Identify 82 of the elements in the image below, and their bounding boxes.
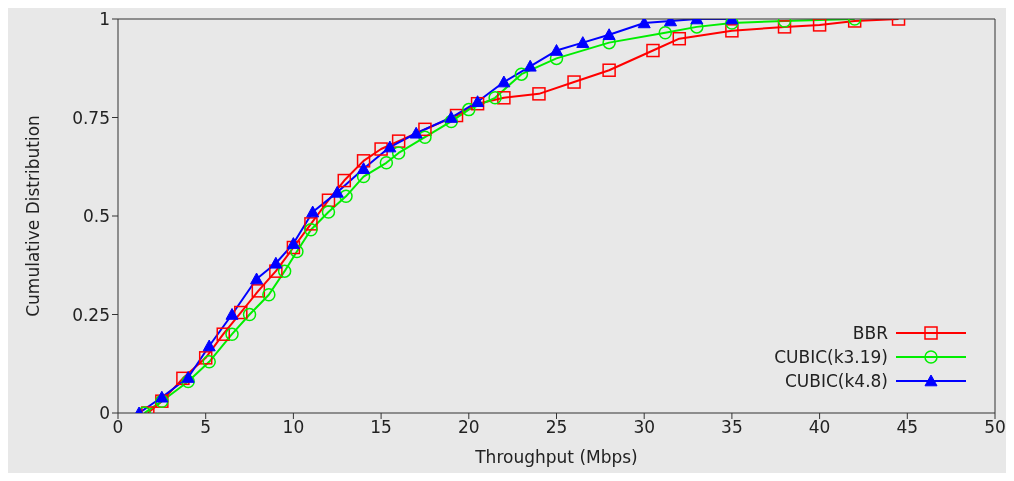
y-tick-label: 0.25 bbox=[72, 304, 110, 325]
point bbox=[374, 142, 388, 156]
point bbox=[488, 91, 502, 105]
y-tick-label: 1 bbox=[99, 9, 110, 30]
point bbox=[444, 114, 459, 129]
point bbox=[725, 24, 739, 38]
point bbox=[672, 31, 687, 46]
point bbox=[449, 108, 464, 123]
point bbox=[181, 371, 195, 383]
x-tick-label: 0 bbox=[112, 417, 124, 438]
point bbox=[290, 244, 304, 259]
x-tick-label: 5 bbox=[200, 417, 212, 438]
point bbox=[337, 173, 352, 188]
y-tick-label: 0 bbox=[99, 403, 110, 424]
point bbox=[304, 223, 318, 237]
point bbox=[304, 217, 318, 231]
point bbox=[576, 36, 590, 48]
point bbox=[462, 102, 476, 117]
point bbox=[198, 351, 213, 365]
point bbox=[250, 272, 264, 285]
y-tick-label: 0.75 bbox=[72, 107, 110, 128]
point bbox=[658, 26, 672, 40]
point bbox=[286, 240, 301, 255]
x-tick-label: 10 bbox=[282, 417, 305, 438]
x-tick-label: 35 bbox=[721, 417, 743, 438]
point bbox=[225, 327, 239, 341]
point bbox=[444, 111, 458, 123]
point bbox=[181, 374, 195, 389]
x-axis-title: Throughput (Mbps) bbox=[474, 447, 638, 467]
point bbox=[277, 264, 292, 278]
point bbox=[234, 305, 248, 320]
point bbox=[418, 122, 432, 137]
x-tick-label: 25 bbox=[545, 417, 568, 438]
point bbox=[391, 134, 406, 148]
point bbox=[523, 59, 537, 72]
x-tick-label: 15 bbox=[370, 417, 392, 438]
point bbox=[777, 20, 792, 34]
point bbox=[497, 75, 511, 88]
point bbox=[602, 63, 616, 77]
point bbox=[216, 327, 230, 341]
y-tick-label: 0.5 bbox=[82, 206, 110, 227]
point bbox=[602, 28, 616, 41]
point bbox=[321, 205, 336, 219]
x-tick-label: 20 bbox=[457, 417, 480, 438]
point bbox=[532, 87, 546, 101]
point bbox=[418, 130, 432, 144]
point bbox=[225, 308, 239, 320]
point bbox=[242, 307, 257, 322]
point bbox=[383, 140, 397, 153]
x-tick-label: 30 bbox=[633, 417, 656, 438]
point bbox=[514, 67, 529, 81]
point bbox=[339, 189, 353, 204]
point bbox=[409, 126, 423, 139]
point bbox=[812, 19, 827, 32]
point bbox=[155, 390, 169, 403]
x-tick-label: 45 bbox=[896, 417, 919, 438]
point bbox=[646, 43, 660, 58]
point bbox=[497, 91, 511, 105]
point bbox=[202, 355, 216, 369]
point bbox=[567, 75, 581, 89]
point bbox=[725, 19, 739, 30]
point bbox=[330, 185, 344, 198]
point bbox=[356, 154, 371, 168]
point bbox=[269, 256, 283, 269]
y-axis-title: Cumulative Distribution bbox=[23, 115, 44, 317]
legend-label: CUBIC(k3.19) bbox=[773, 347, 888, 367]
point bbox=[286, 237, 300, 249]
point bbox=[262, 288, 276, 302]
x-tick-label: 50 bbox=[984, 417, 1006, 438]
point bbox=[637, 19, 651, 29]
point bbox=[357, 162, 371, 175]
point bbox=[176, 371, 190, 386]
legend-label: CUBIC(k4.8) bbox=[784, 371, 888, 391]
point bbox=[391, 146, 406, 160]
point bbox=[251, 284, 266, 298]
point bbox=[306, 205, 320, 218]
x-tick-label: 40 bbox=[808, 417, 831, 438]
point bbox=[550, 44, 563, 56]
legend-label: BBR bbox=[851, 323, 888, 343]
point bbox=[202, 339, 216, 352]
point bbox=[321, 193, 336, 207]
point bbox=[379, 156, 394, 170]
